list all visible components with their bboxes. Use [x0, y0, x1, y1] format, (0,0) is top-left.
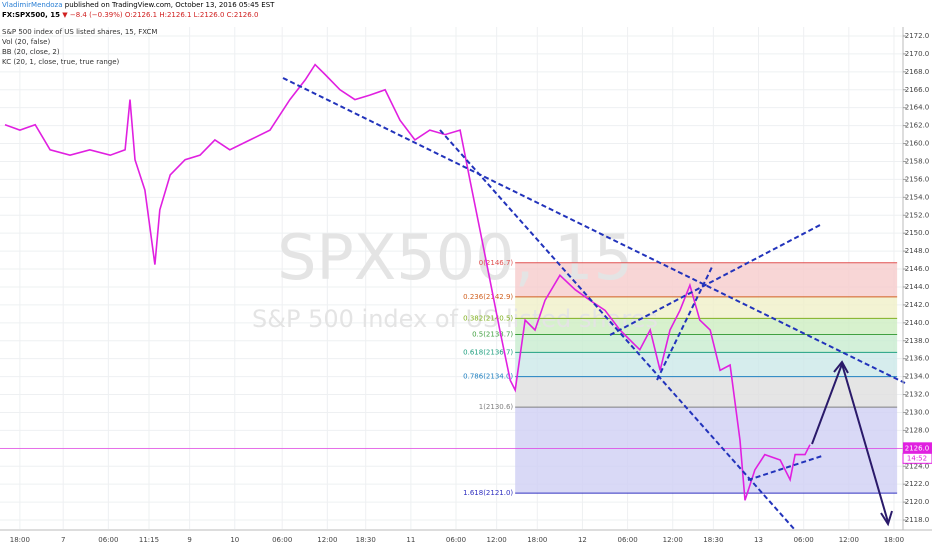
- y-tick-label: 2152.0: [905, 211, 930, 219]
- y-tick-label: 2158.0: [905, 157, 930, 165]
- y-tick-label: 2146.0: [905, 265, 930, 273]
- fib-label: 0.5(2138.7): [472, 330, 513, 338]
- price-line: [4, 63, 811, 501]
- ohlc: O:2126.1 H:2126.1 L:2126.0 C:2126.0: [124, 11, 259, 19]
- x-tick-label: 06:00: [98, 536, 118, 544]
- header-line: VladimirMendoza published on TradingView…: [2, 0, 274, 10]
- header-line: FX:SPX500, 15 ▼ −8.4 (−0.39%) O:2126.1 H…: [2, 10, 274, 20]
- y-tick-label: 2138.0: [905, 337, 930, 345]
- x-tick-label: 18:00: [884, 536, 904, 544]
- series-label: S&P 500 index of US listed shares, 15, F…: [2, 28, 158, 36]
- background-layer: [0, 27, 903, 529]
- x-tick-label: 12:00: [663, 536, 683, 544]
- y-tick-label: 2132.0: [905, 391, 930, 399]
- x-tick-label: 11: [406, 536, 415, 544]
- y-tick-label: 2118.0: [905, 516, 930, 524]
- indicator-label: KC (20, 1, close, true, true range): [2, 58, 120, 66]
- y-tick-label: 2148.0: [905, 247, 930, 255]
- fib-band: [515, 352, 898, 377]
- x-tick-label: 12:00: [317, 536, 337, 544]
- watermark-subtitle: S&P 500 index of US listed shares: [252, 305, 658, 333]
- price-label: 2126.0: [905, 444, 930, 452]
- arrows: [811, 360, 893, 527]
- y-tick-label: 2168.0: [905, 68, 930, 76]
- fib-band: [515, 296, 898, 319]
- y-tick-label: 2160.0: [905, 140, 930, 148]
- y-tick-label: 2162.0: [905, 122, 930, 130]
- change: ▼ −8.4 (−0.39%): [62, 11, 123, 19]
- countdown-tag: [902, 452, 932, 464]
- price-tag: [903, 442, 932, 454]
- y-tick-label: 2124.0: [905, 462, 930, 470]
- arrow-head: [880, 510, 893, 527]
- y-tick-label: 2136.0: [905, 355, 930, 363]
- symbol: FX:SPX500, 15: [2, 11, 60, 19]
- x-tick-label: 13: [754, 536, 763, 544]
- x-tick-label: 9: [187, 536, 191, 544]
- y-tick-label: 2150.0: [905, 229, 930, 237]
- y-tick-label: 2120.0: [905, 498, 930, 506]
- fib-label: 0.236(2142.9): [463, 293, 513, 301]
- fib-label: 0.618(2136.7): [463, 348, 513, 356]
- fib-label: 0.786(2134.0): [463, 373, 513, 381]
- fib-band: [515, 334, 898, 353]
- fib-label: 1.618(2121.0): [463, 489, 513, 497]
- y-tick-label: 2156.0: [905, 175, 930, 183]
- y-tick-label: 2134.0: [905, 373, 930, 381]
- x-tick-label: 12:00: [487, 536, 507, 544]
- y-tick-label: 2170.0: [905, 50, 930, 58]
- x-tick-label: 11:15: [139, 536, 159, 544]
- y-tick-label: 2122.0: [905, 480, 930, 488]
- watermark: SPX500, 15: [277, 221, 633, 294]
- published: published on TradingView.com, October 13…: [64, 1, 275, 9]
- y-tick-label: 2144.0: [905, 283, 930, 291]
- x-tick-label: 10: [230, 536, 239, 544]
- x-tick-label: 06:00: [446, 536, 466, 544]
- arrow-head: [833, 360, 849, 374]
- fib-label: 1(2130.6): [479, 403, 514, 411]
- indicators: Vol (20, false) BB (20, close, 2) KC (20, …: [2, 37, 274, 67]
- fib-label: 0(2146.7): [479, 259, 514, 267]
- y-tick-label: 2142.0: [905, 301, 930, 309]
- x-tick-label: 18:00: [527, 536, 547, 544]
- x-tick-label: 12: [578, 536, 587, 544]
- indicator-label: Vol (20, false): [2, 38, 51, 46]
- indicator-label: BB (20, close, 2): [2, 48, 60, 56]
- y-tick-label: 2164.0: [905, 104, 930, 112]
- fib-band: [515, 407, 898, 494]
- countdown: 14:52: [907, 454, 927, 462]
- y-tick-label: 2172.0: [905, 32, 930, 40]
- trend-line: [747, 455, 823, 481]
- trend-lines: [282, 77, 906, 531]
- y-tick-label: 2166.0: [905, 86, 930, 94]
- x-tick-label: 12:00: [839, 536, 859, 544]
- x-tick-label: 06:00: [794, 536, 814, 544]
- y-tick-label: 2154.0: [905, 193, 930, 201]
- x-tick-label: 06:00: [617, 536, 637, 544]
- foreground-layer: 0(2146.7) 0.236(2142.9) 0.382(2140.5) 0.5(2…: [0, 63, 903, 501]
- x-tick-label: 06:00: [272, 536, 292, 544]
- x-tick-label: 18:30: [703, 536, 723, 544]
- trend-line: [282, 77, 906, 384]
- y-tick-label: 2128.0: [905, 426, 930, 434]
- author: VladimirMendoza: [2, 1, 63, 9]
- header: VladimirMendoza published on TradingView…: [2, 0, 274, 67]
- fib-band: [515, 262, 898, 297]
- fib-label: 0.382(2140.5): [463, 314, 513, 322]
- fib-band: [515, 376, 898, 408]
- y-tick-label: 2130.0: [905, 408, 930, 416]
- x-tick-label: 18:30: [356, 536, 376, 544]
- x-tick-label: 7: [61, 536, 65, 544]
- x-tick-label: 18:00: [10, 536, 30, 544]
- y-tick-label: 2140.0: [905, 319, 930, 327]
